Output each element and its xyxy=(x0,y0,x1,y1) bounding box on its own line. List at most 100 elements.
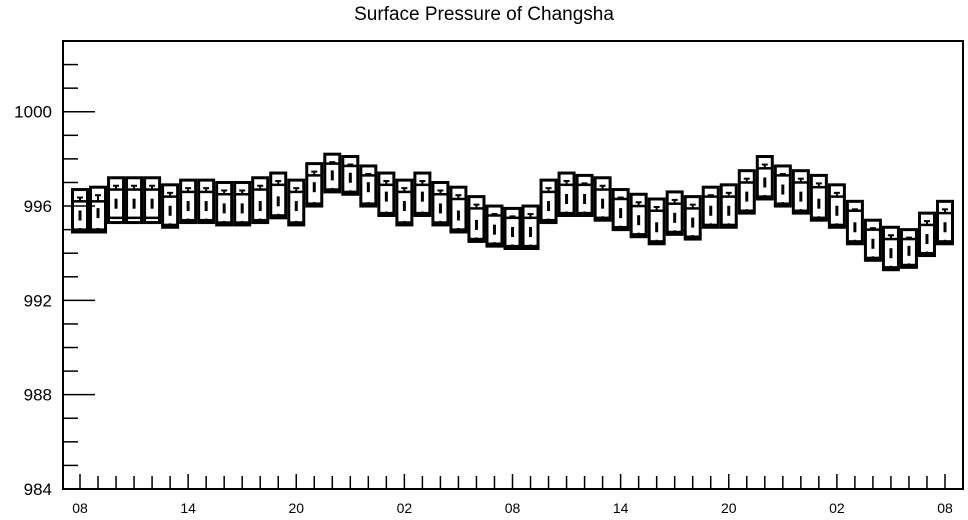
box-outer xyxy=(269,171,288,220)
box-glyph xyxy=(575,173,594,217)
box-outer xyxy=(503,206,522,250)
box-glyph xyxy=(755,155,774,201)
box-outer xyxy=(809,173,828,222)
box-outer xyxy=(827,183,846,229)
box-outer xyxy=(845,199,864,246)
box-glyph xyxy=(125,176,144,225)
box-outer xyxy=(719,183,738,229)
box-outer xyxy=(881,225,900,272)
box-glyph xyxy=(611,188,630,232)
plot-frame xyxy=(62,40,964,490)
box-outer xyxy=(107,176,126,225)
box-outer xyxy=(233,180,252,227)
box-outer xyxy=(665,190,684,236)
x-tick-label: 14 xyxy=(180,500,196,516)
box-outer xyxy=(629,192,648,239)
box-outer xyxy=(593,176,612,222)
box-outer xyxy=(143,176,162,225)
box-glyph xyxy=(791,169,810,215)
x-tick-label: 08 xyxy=(72,500,88,516)
box-outer xyxy=(521,204,540,250)
box-glyph xyxy=(197,178,216,225)
box-glyph xyxy=(215,180,234,227)
box-outer xyxy=(917,211,936,258)
box-glyph xyxy=(503,206,522,250)
box-glyph xyxy=(467,195,486,243)
y-tick-label: 996 xyxy=(24,197,52,216)
box-glyph xyxy=(359,164,378,208)
box-glyph xyxy=(936,199,954,246)
x-tick-label: 20 xyxy=(288,500,304,516)
box-glyph xyxy=(377,171,396,217)
box-outer xyxy=(773,164,792,208)
box-outer xyxy=(377,171,396,217)
box-outer xyxy=(557,171,576,217)
box-glyph xyxy=(485,204,504,248)
boxes-layer xyxy=(71,152,954,272)
box-glyph xyxy=(701,185,720,229)
box-outer xyxy=(287,178,306,227)
box-glyph xyxy=(917,211,936,258)
box-glyph xyxy=(845,199,864,246)
box-glyph xyxy=(827,183,846,229)
box-glyph xyxy=(557,171,576,217)
box-outer xyxy=(485,204,504,248)
box-glyph xyxy=(431,180,450,227)
box-glyph xyxy=(665,190,684,236)
box-glyph xyxy=(521,204,540,250)
box-glyph xyxy=(233,180,252,227)
y-tick-label: 1000 xyxy=(14,103,52,122)
box-glyph xyxy=(323,152,342,194)
box-outer xyxy=(737,169,756,215)
box-outer xyxy=(899,228,918,269)
box-glyph xyxy=(251,176,270,225)
box-glyph xyxy=(413,171,432,217)
box-glyph xyxy=(899,228,918,269)
box-glyph xyxy=(593,176,612,222)
y-tick-label: 988 xyxy=(24,386,52,405)
box-outer xyxy=(161,183,180,229)
box-glyph xyxy=(143,176,162,225)
box-outer xyxy=(197,178,216,225)
box-glyph xyxy=(305,162,324,208)
box-outer xyxy=(359,164,378,208)
box-outer xyxy=(71,188,89,234)
box-outer xyxy=(251,176,270,225)
box-outer xyxy=(701,185,720,229)
box-glyph xyxy=(773,164,792,208)
box-glyph xyxy=(179,178,198,225)
x-tick-label: 08 xyxy=(937,500,953,516)
box-outer xyxy=(467,195,486,243)
box-glyph xyxy=(395,178,414,227)
box-glyph xyxy=(89,185,108,234)
box-glyph xyxy=(809,173,828,222)
box-outer xyxy=(341,155,360,196)
box-glyph xyxy=(341,155,360,196)
box-outer xyxy=(449,185,468,234)
box-outer xyxy=(791,169,810,215)
box-glyph xyxy=(71,188,89,234)
axes-layer: 984 988 992 996 1000 08 14 20 02 08 14 20 02 08 xyxy=(14,40,964,516)
y-tick-label: 984 xyxy=(24,480,52,499)
box-glyph xyxy=(863,218,882,262)
x-tick-label: 08 xyxy=(505,500,521,516)
box-outer xyxy=(539,178,558,225)
x-tick-label: 14 xyxy=(613,500,629,516)
box-glyph xyxy=(107,176,126,225)
box-glyph xyxy=(629,192,648,239)
x-tick-label: 02 xyxy=(397,500,413,516)
box-outer xyxy=(611,188,630,232)
box-glyph xyxy=(287,178,306,227)
chart-title: Surface Pressure of Changsha xyxy=(354,4,614,25)
box-outer xyxy=(179,178,198,225)
box-outer xyxy=(755,155,774,201)
box-outer xyxy=(683,195,702,241)
box-outer xyxy=(936,199,954,246)
x-tick-label: 02 xyxy=(829,500,845,516)
box-glyph xyxy=(539,178,558,225)
box-glyph xyxy=(737,169,756,215)
box-outer xyxy=(395,178,414,227)
box-glyph xyxy=(683,195,702,241)
y-tick-label: 992 xyxy=(24,291,52,310)
